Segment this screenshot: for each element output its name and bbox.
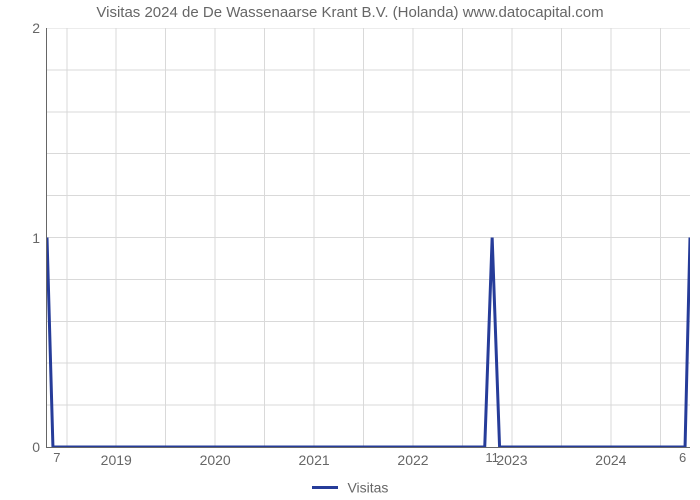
y-tick-label: 1 bbox=[10, 230, 40, 246]
x-tick-label: 2020 bbox=[200, 452, 231, 468]
legend: Visitas bbox=[0, 478, 700, 495]
grid bbox=[47, 28, 690, 447]
value-label: 11 bbox=[485, 450, 499, 465]
y-tick-label: 0 bbox=[10, 439, 40, 455]
chart-title: Visitas 2024 de De Wassenaarse Krant B.V… bbox=[0, 4, 700, 21]
legend-label: Visitas bbox=[347, 479, 388, 495]
series-line bbox=[47, 238, 690, 448]
legend-swatch bbox=[312, 486, 338, 489]
x-tick-label: 2022 bbox=[397, 452, 428, 468]
plot-svg bbox=[47, 28, 690, 447]
x-tick-label: 2019 bbox=[101, 452, 132, 468]
x-tick-label: 2023 bbox=[496, 452, 527, 468]
value-label: 7 bbox=[53, 450, 60, 465]
plot-area bbox=[46, 28, 690, 448]
x-tick-label: 2024 bbox=[595, 452, 626, 468]
value-label: 6 bbox=[679, 450, 686, 465]
chart-container: Visitas 2024 de De Wassenaarse Krant B.V… bbox=[0, 0, 700, 500]
x-tick-label: 2021 bbox=[299, 452, 330, 468]
series-group bbox=[47, 238, 690, 448]
y-tick-label: 2 bbox=[10, 20, 40, 36]
